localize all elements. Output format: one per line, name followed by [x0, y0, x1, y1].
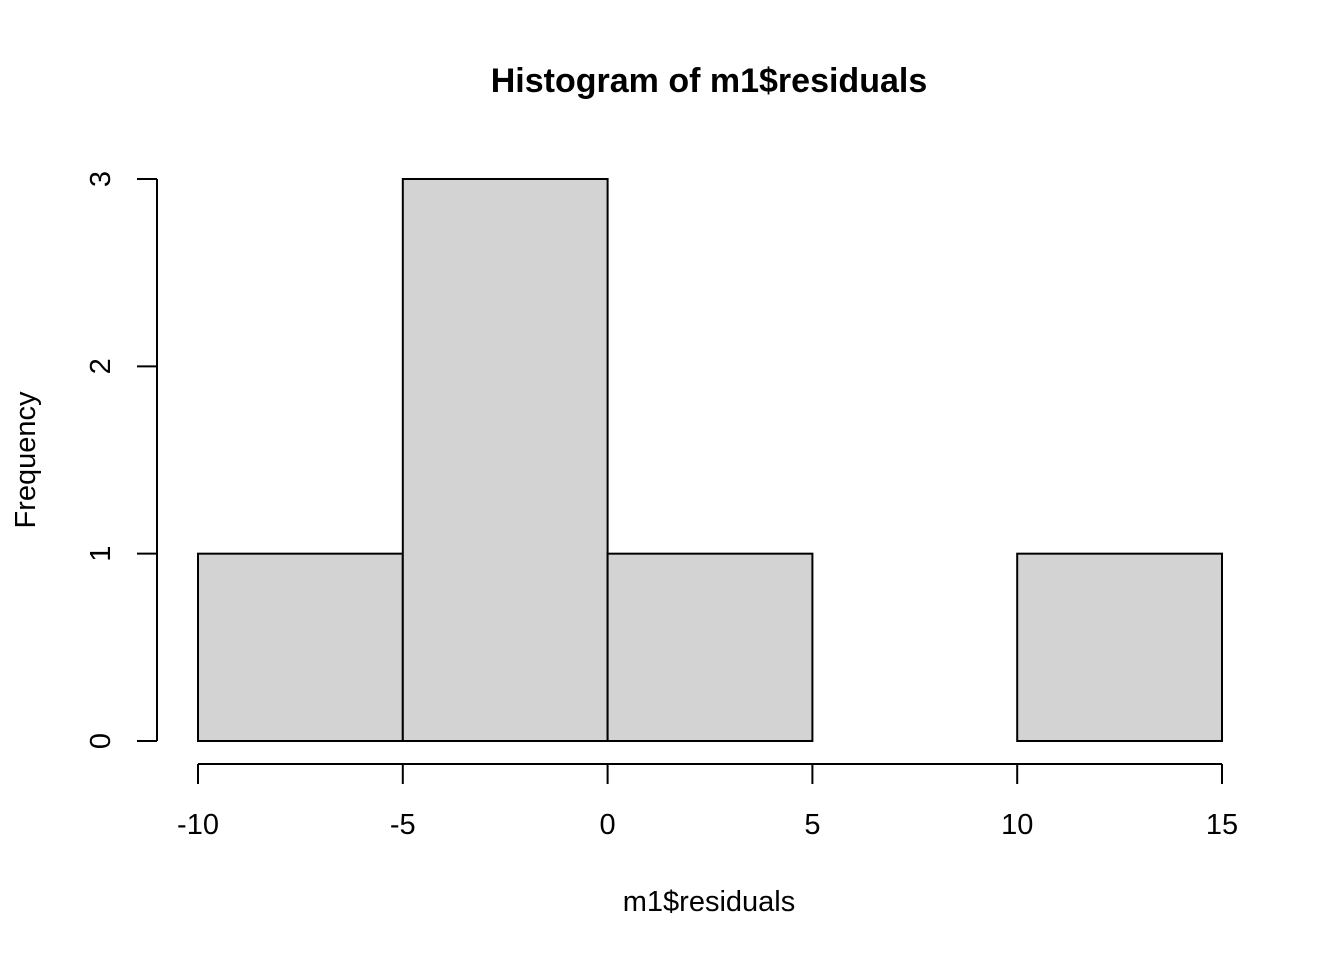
histogram-bar-4 [1016, 552, 1224, 743]
chart-title: Histogram of m1$residuals [491, 62, 927, 100]
y-tick-label-0: 0 [85, 733, 117, 749]
x-axis-label: m1$residuals [623, 886, 795, 918]
x-axis: -10 -5 0 5 10 15 [177, 763, 1238, 841]
histogram-bar-2 [606, 552, 814, 743]
x-tick-label-3: 5 [804, 809, 820, 841]
y-tick-label-1: 1 [85, 546, 117, 562]
y-axis-label: Frequency [10, 391, 42, 529]
y-tick-label-2: 2 [85, 358, 117, 374]
x-tick-label-2: 0 [600, 809, 616, 841]
x-tick-label-0: -10 [177, 809, 219, 841]
bars-group [197, 178, 1224, 743]
y-axis: 0 1 2 3 [85, 171, 158, 749]
histogram-bar-1 [401, 178, 609, 742]
x-tick-label-4: 10 [1001, 809, 1033, 841]
y-tick-label-3: 3 [85, 171, 117, 187]
x-tick-label-5: 15 [1206, 809, 1238, 841]
x-tick-label-1: -5 [390, 809, 416, 841]
histogram-bar-0 [197, 552, 404, 743]
